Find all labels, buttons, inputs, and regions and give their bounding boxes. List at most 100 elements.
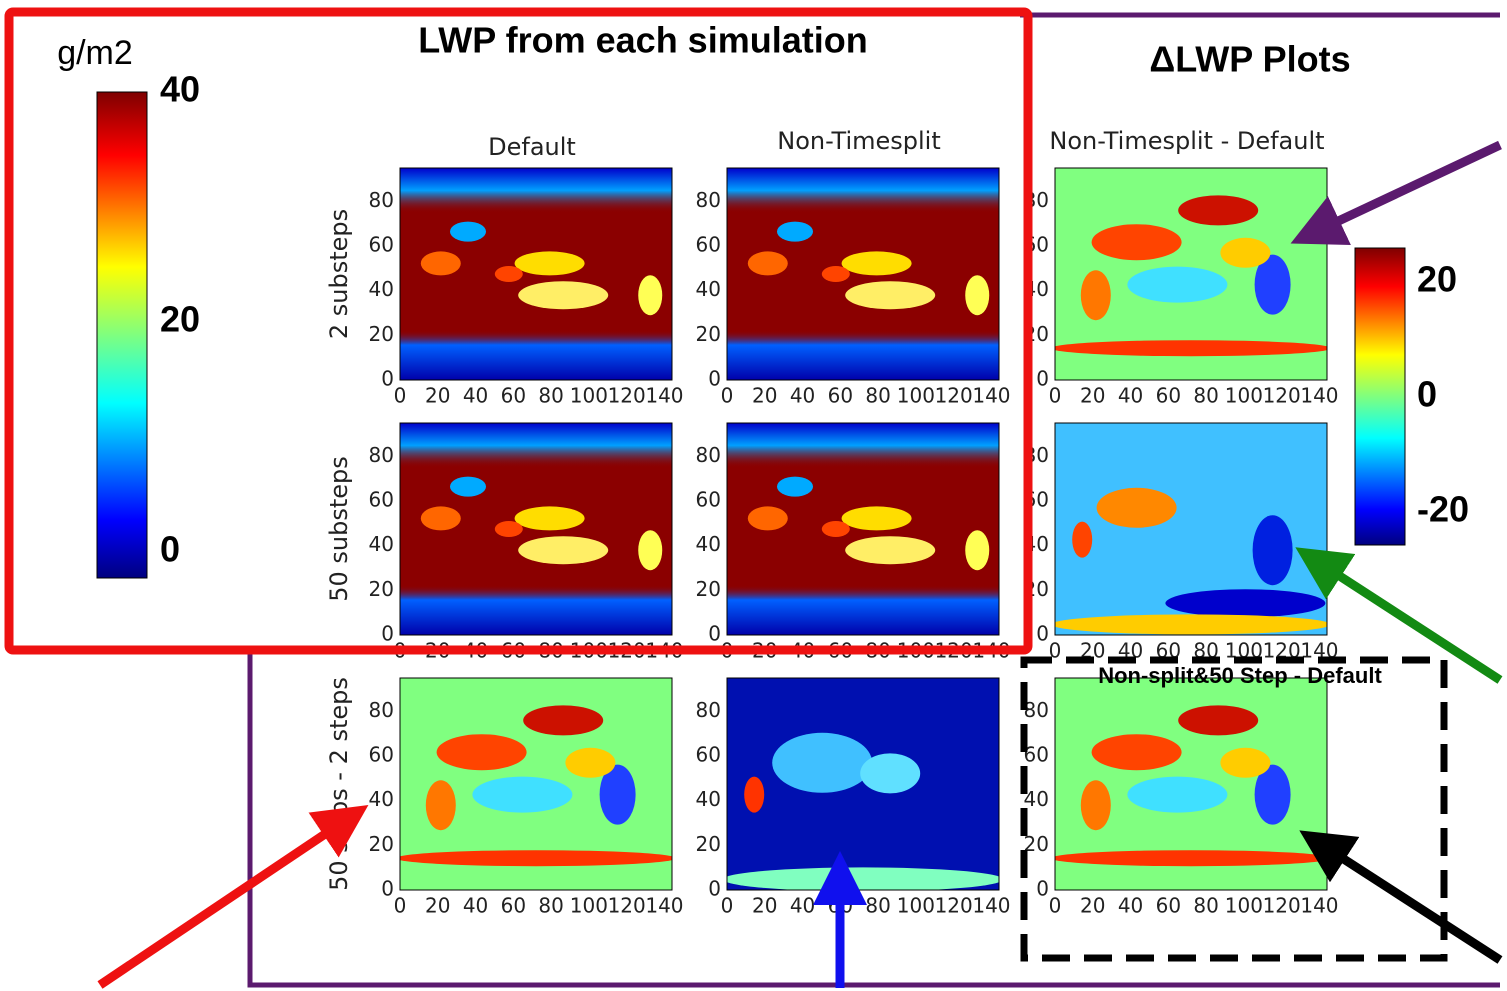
x-tick-label: 140: [972, 894, 1010, 918]
x-tick-label: 80: [865, 894, 890, 918]
y-tick-label: 60: [696, 743, 721, 767]
x-tick-label: 0: [1049, 384, 1062, 408]
x-tick-label: 60: [501, 384, 526, 408]
blob: [518, 536, 609, 565]
blob: [420, 251, 461, 276]
x-tick-label: 80: [865, 384, 890, 408]
x-tick-label: 20: [425, 384, 450, 408]
blob: [494, 521, 523, 537]
annotation: Non-split&50 Step - Default: [1098, 663, 1382, 688]
x-tick-label: 40: [1118, 384, 1143, 408]
x-tick-label: 100: [1225, 894, 1263, 918]
x-tick-label: 140: [972, 384, 1010, 408]
x-tick-label: 60: [501, 894, 526, 918]
blob: [821, 521, 850, 537]
blob: [425, 780, 456, 831]
x-tick-label: 100: [1225, 384, 1263, 408]
unit: g/m2: [57, 34, 133, 72]
x-tick-label: 80: [538, 894, 563, 918]
y-tick-label: 0: [1036, 622, 1049, 646]
blob: [638, 275, 663, 316]
y-tick-label: 40: [696, 277, 721, 301]
y-tick-label: 80: [369, 443, 394, 467]
x-tick-label: 20: [752, 894, 777, 918]
blob: [860, 753, 921, 794]
x-tick-label: 120: [1263, 384, 1301, 408]
band: [400, 585, 672, 635]
y-tick-label: 0: [381, 367, 394, 391]
y-tick-label: 80: [696, 443, 721, 467]
blob: [1080, 780, 1111, 831]
arrow: [97, 804, 369, 989]
y-tick-label: 0: [708, 622, 721, 646]
band: [727, 330, 999, 380]
blob: [514, 251, 585, 276]
y-tick-label: 0: [381, 877, 394, 901]
x-tick-label: 120: [608, 894, 646, 918]
x-tick-label: 80: [1193, 384, 1218, 408]
heatmap: [400, 423, 672, 635]
y-tick-label: 20: [696, 577, 721, 601]
x-tick-label: 40: [463, 894, 488, 918]
x-tick-label: 140: [1300, 384, 1338, 408]
colorbar-label: 0: [1417, 374, 1437, 415]
blob: [744, 776, 765, 813]
y-tick-label: 40: [369, 277, 394, 301]
blob: [777, 476, 813, 497]
blob: [1072, 521, 1093, 558]
blob: [514, 506, 585, 531]
delta-title: ΔLWP Plots: [1149, 39, 1350, 80]
x-tick-label: 100: [897, 894, 935, 918]
y-tick-label: 0: [708, 367, 721, 391]
blob: [772, 732, 873, 793]
y-tick-label: 0: [708, 877, 721, 901]
blob: [747, 251, 788, 276]
x-tick-label: 40: [790, 894, 815, 918]
x-tick-label: 120: [1263, 894, 1301, 918]
blob: [523, 705, 604, 736]
blob: [494, 266, 523, 282]
column-title: Non-Timesplit - Default: [1049, 127, 1324, 155]
blob: [420, 506, 461, 531]
blob: [1220, 237, 1271, 268]
y-tick-label: 60: [369, 488, 394, 512]
heatmap: [1055, 678, 1327, 890]
left-colorbar: [96, 91, 148, 579]
x-tick-label: 140: [1300, 894, 1338, 918]
x-tick-label: 80: [538, 384, 563, 408]
panels: Default Non-Timesplit Non-Timesplit - Defa…: [325, 127, 1339, 918]
band: [400, 423, 672, 468]
panel-frame: [1054, 677, 1328, 891]
blob: [599, 764, 636, 825]
y-tick-label: 20: [696, 322, 721, 346]
panel-frame: [1054, 167, 1328, 381]
panel-frame: [399, 677, 673, 891]
colorbar-label: -20: [1417, 489, 1469, 530]
blob: [1080, 270, 1111, 321]
blob: [1091, 224, 1182, 261]
row-label: 2 substeps: [325, 209, 353, 339]
blob: [845, 536, 936, 565]
blob: [1220, 747, 1271, 778]
x-tick-label: 140: [645, 894, 683, 918]
y-tick-label: 40: [369, 787, 394, 811]
heatmap: [727, 678, 999, 890]
blob: [1178, 195, 1259, 226]
x-tick-label: 40: [790, 384, 815, 408]
title: LWP from each simulation: [418, 20, 867, 61]
y-tick-label: 60: [696, 488, 721, 512]
panel-frame: [726, 422, 1000, 636]
blob: [965, 275, 990, 316]
blob: [845, 281, 936, 310]
blob: [638, 530, 663, 571]
arrow: [1295, 547, 1503, 684]
blob: [450, 476, 486, 497]
heatmap: [727, 168, 999, 380]
y-tick-label: 20: [1024, 832, 1049, 856]
blob: [1178, 705, 1259, 736]
dashed-frame: [1020, 656, 1448, 962]
row-label: 50 substeps: [325, 456, 353, 602]
y-tick-label: 0: [381, 622, 394, 646]
band: [727, 423, 999, 468]
